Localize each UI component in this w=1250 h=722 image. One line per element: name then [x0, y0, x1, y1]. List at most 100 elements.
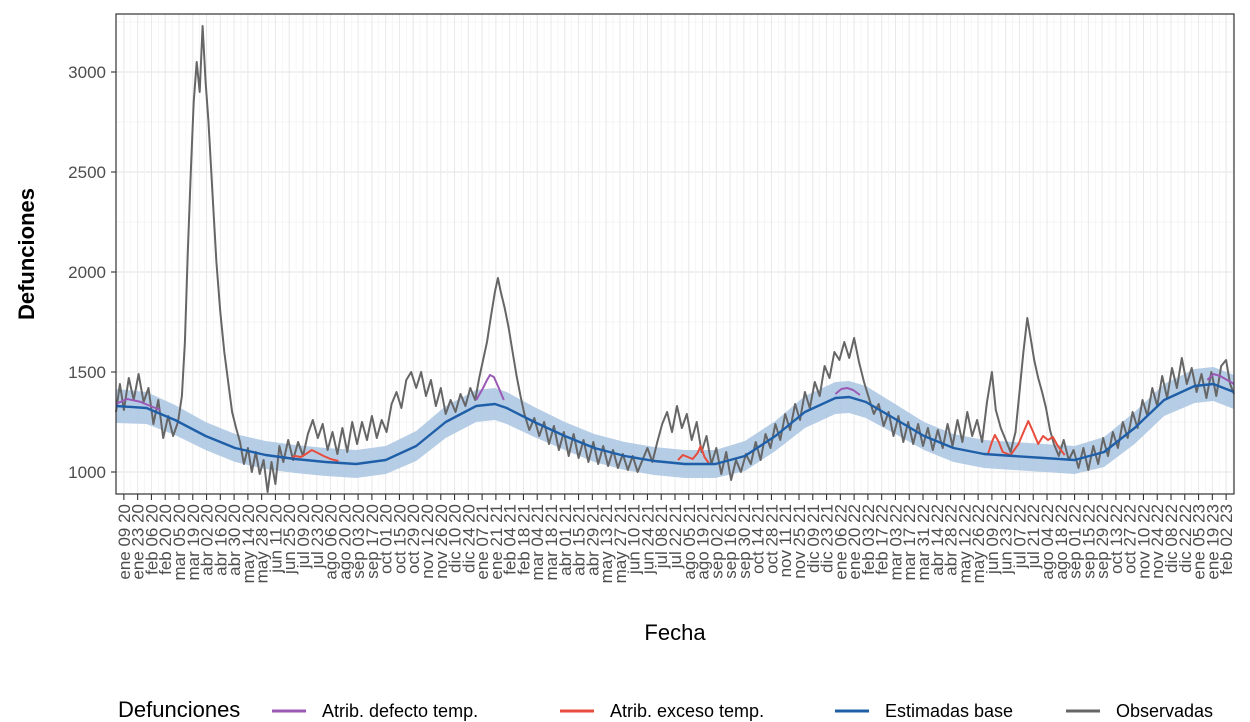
x-tick-label: abr 02 20 [198, 504, 217, 576]
x-tick-label: nov 11 21 [776, 504, 795, 577]
x-tick-label: sep 30 21 [735, 504, 754, 579]
x-tick-label: nov 26 20 [432, 504, 451, 579]
x-tick-label: feb 20 20 [156, 504, 175, 575]
x-tick-label: feb 03 22 [859, 504, 878, 575]
x-tick-label: nov 10 22 [1135, 504, 1154, 579]
x-tick-label: oct 27 22 [1121, 504, 1140, 574]
y-tick-label: 1500 [68, 363, 106, 382]
confidence-band-layer [116, 367, 1234, 478]
x-tick-label: feb 18 21 [514, 504, 533, 575]
x-tick-label: jul 23 20 [308, 504, 327, 569]
x-tick-label: jun 24 21 [638, 504, 657, 575]
x-tick-label: sep 17 20 [363, 504, 382, 579]
x-tick-label: oct 29 20 [404, 504, 423, 574]
x-tick-label: ene 09 20 [115, 504, 134, 580]
x-tick-label: jul 09 20 [294, 504, 313, 569]
x-tick-label: abr 30 20 [225, 504, 244, 576]
series-line-observadas [115, 25, 1235, 493]
x-tick-label: nov 24 22 [1148, 504, 1167, 579]
x-tick-label: jun 11 20 [266, 504, 285, 574]
x-tick-label: oct 14 21 [749, 504, 768, 574]
x-tick-label: jun 10 21 [625, 504, 644, 575]
x-tick-label: mar 31 22 [914, 504, 933, 581]
x-tick-label: dic 09 21 [804, 504, 823, 573]
x-tick-label: mar 04 21 [528, 504, 547, 581]
legend-title: Defunciones [118, 697, 240, 722]
y-axis: 1000 1500 2000 2500 3000 [68, 63, 116, 482]
x-tick-label: jul 08 21 [652, 504, 671, 569]
x-tick-label: ago 04 22 [1038, 504, 1057, 580]
x-tick-label: abr 29 21 [583, 504, 602, 576]
x-tick-label: sep 01 22 [1066, 504, 1085, 579]
x-tick-label: ago 20 20 [335, 504, 354, 580]
x-tick-label: jun 25 20 [280, 504, 299, 575]
x-tick-label: ago 06 20 [322, 504, 341, 580]
x-tick-label: feb 06 20 [142, 504, 161, 575]
x-tick-label: mar 05 20 [170, 504, 189, 581]
x-tick-label: feb 04 21 [501, 504, 520, 575]
x-tick-label: abr 15 21 [570, 504, 589, 576]
x-tick-label: ene 19 23 [1203, 504, 1222, 580]
x-tick-label: ene 23 20 [129, 504, 148, 580]
legend-item-label: Atrib. exceso temp. [610, 701, 764, 721]
x-tick-label: dic 08 22 [1162, 504, 1181, 573]
x-tick-label: dic 22 22 [1176, 504, 1195, 573]
y-tick-label: 2000 [68, 263, 106, 282]
x-tick-label: oct 01 20 [377, 504, 396, 574]
legend-item-label: Atrib. defecto temp. [322, 701, 478, 721]
x-tick-label: ene 20 22 [845, 504, 864, 580]
y-tick-label: 1000 [68, 463, 106, 482]
grid [116, 14, 1234, 494]
x-tick-label: may 26 22 [969, 504, 988, 583]
x-tick-label: jul 07 22 [1011, 504, 1030, 569]
series-line-atrib-defecto-temp [115, 373, 1235, 411]
x-tick-label: nov 12 20 [418, 504, 437, 579]
x-tick-label: mar 18 21 [542, 504, 561, 581]
estimadas-base-band [116, 367, 1234, 478]
x-tick-label: ene 05 23 [1190, 504, 1209, 580]
x-tick-label: abr 16 20 [211, 504, 230, 576]
x-tick-label: feb 17 22 [873, 504, 892, 575]
x-tick-label: ene 21 21 [487, 504, 506, 580]
x-tick-label: sep 03 20 [349, 504, 368, 579]
x-tick-label: jul 21 22 [1024, 504, 1043, 569]
y-axis-title: Defunciones [14, 188, 39, 320]
x-tick-label: sep 16 21 [721, 504, 740, 579]
x-tick-label: nov 25 21 [790, 504, 809, 579]
x-tick-label: may 27 21 [611, 504, 630, 583]
x-tick-label: abr 28 22 [942, 504, 961, 576]
x-tick-label: may 28 20 [253, 504, 272, 583]
x-tick-label: mar 19 20 [184, 504, 203, 581]
series-layer [115, 25, 1235, 493]
x-tick-label: oct 15 20 [390, 504, 409, 574]
x-tick-label: mar 03 22 [887, 504, 906, 581]
x-tick-label: ago 05 21 [680, 504, 699, 580]
x-tick-label: dic 10 20 [446, 504, 465, 573]
x-tick-label: sep 15 22 [1079, 504, 1098, 579]
y-tick-label: 2500 [68, 163, 106, 182]
x-tick-label: ago 19 21 [694, 504, 713, 580]
x-tick-label: oct 13 22 [1107, 504, 1126, 574]
x-tick-label: jul 22 21 [666, 504, 685, 569]
x-tick-label: may 14 20 [239, 504, 258, 583]
x-tick-label: sep 29 22 [1093, 504, 1112, 579]
x-tick-label: oct 28 21 [762, 504, 781, 574]
x-tick-label: jun 23 22 [997, 504, 1016, 575]
legend-item-label: Observadas [1116, 701, 1213, 721]
x-tick-label: mar 17 22 [900, 504, 919, 581]
x-tick-label: may 13 21 [597, 504, 616, 583]
x-tick-label: sep 02 21 [707, 504, 726, 579]
x-tick-label: ago 18 22 [1052, 504, 1071, 580]
x-tick-label: dic 24 20 [459, 504, 478, 573]
x-axis-title: Fecha [644, 620, 706, 645]
series-line-atrib-exceso-temp [288, 420, 1066, 465]
x-tick-label: dic 23 21 [818, 504, 837, 573]
y-tick-label: 3000 [68, 63, 106, 82]
x-tick-label: jun 09 22 [983, 504, 1002, 575]
legend: Defunciones Atrib. defecto temp. Atrib. e… [118, 697, 1213, 722]
series-line-estimadas-base [115, 382, 1235, 466]
legend-item-label: Estimadas base [885, 701, 1013, 721]
x-tick-label: ene 07 21 [473, 504, 492, 580]
x-tick-label: ene 06 22 [831, 504, 850, 580]
